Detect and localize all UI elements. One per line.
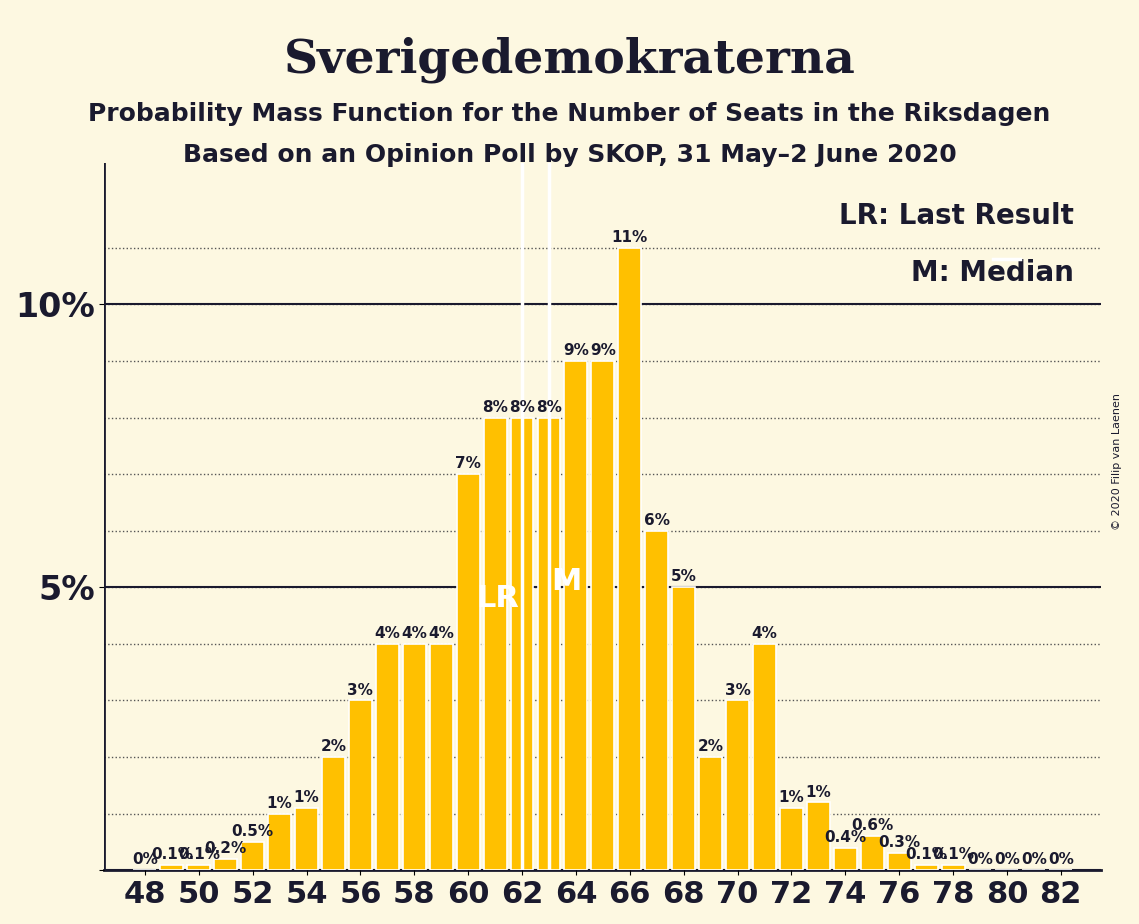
Text: 11%: 11%: [612, 230, 648, 245]
Bar: [780, 808, 803, 870]
Bar: [161, 865, 183, 870]
Bar: [887, 853, 910, 870]
Bar: [726, 700, 749, 870]
Text: 0%: 0%: [1021, 853, 1047, 868]
Bar: [591, 361, 614, 870]
Bar: [484, 418, 507, 870]
Text: M: Median: M: Median: [911, 259, 1074, 287]
Bar: [349, 700, 371, 870]
Bar: [429, 644, 452, 870]
Text: 1%: 1%: [805, 784, 831, 799]
Bar: [915, 865, 937, 870]
Text: 0.3%: 0.3%: [878, 835, 920, 850]
Text: 6%: 6%: [644, 513, 670, 528]
Bar: [672, 588, 695, 870]
Bar: [646, 530, 669, 870]
Text: 1%: 1%: [779, 790, 804, 805]
Text: 0.1%: 0.1%: [178, 846, 220, 862]
Bar: [834, 847, 857, 870]
Text: LR: Last Result: LR: Last Result: [839, 202, 1074, 230]
Text: 9%: 9%: [590, 343, 616, 359]
Text: 0%: 0%: [967, 853, 993, 868]
Text: 0.5%: 0.5%: [231, 824, 273, 839]
Bar: [942, 865, 965, 870]
Bar: [376, 644, 399, 870]
Text: 0%: 0%: [1048, 853, 1074, 868]
Text: Sverigedemokraterna: Sverigedemokraterna: [284, 37, 855, 83]
Text: 2%: 2%: [320, 739, 346, 754]
Text: 4%: 4%: [752, 626, 778, 641]
Text: 4%: 4%: [428, 626, 454, 641]
Bar: [806, 802, 830, 870]
Text: 2%: 2%: [697, 739, 723, 754]
Text: 9%: 9%: [563, 343, 589, 359]
Text: © 2020 Filip van Laenen: © 2020 Filip van Laenen: [1112, 394, 1122, 530]
Text: 1%: 1%: [294, 790, 319, 805]
Text: 5%: 5%: [671, 569, 697, 585]
Bar: [403, 644, 426, 870]
Bar: [753, 644, 776, 870]
Text: 0.1%: 0.1%: [150, 846, 192, 862]
Text: 1%: 1%: [267, 796, 293, 811]
Bar: [187, 865, 211, 870]
Text: 4%: 4%: [401, 626, 427, 641]
Text: Probability Mass Function for the Number of Seats in the Riksdagen: Probability Mass Function for the Number…: [89, 102, 1050, 126]
Bar: [861, 836, 884, 870]
Bar: [538, 418, 560, 870]
Text: M: M: [551, 567, 582, 596]
Text: Based on an Opinion Poll by SKOP, 31 May–2 June 2020: Based on an Opinion Poll by SKOP, 31 May…: [182, 143, 957, 167]
Text: 0.6%: 0.6%: [851, 819, 893, 833]
Bar: [618, 248, 641, 870]
Bar: [457, 474, 480, 870]
Text: 4%: 4%: [375, 626, 400, 641]
Text: 0.4%: 0.4%: [825, 830, 867, 845]
Bar: [241, 842, 264, 870]
Bar: [322, 757, 345, 870]
Text: 8%: 8%: [536, 400, 562, 415]
Bar: [268, 814, 292, 870]
Bar: [699, 757, 722, 870]
Text: LR: LR: [476, 584, 519, 614]
Bar: [510, 418, 533, 870]
Bar: [565, 361, 588, 870]
Text: 7%: 7%: [456, 456, 481, 471]
Text: 0.2%: 0.2%: [205, 841, 247, 857]
Text: 0%: 0%: [994, 853, 1019, 868]
Text: 0%: 0%: [132, 853, 158, 868]
Bar: [295, 808, 318, 870]
Bar: [214, 859, 237, 870]
Text: 0.1%: 0.1%: [932, 846, 974, 862]
Text: 3%: 3%: [724, 683, 751, 698]
Text: 8%: 8%: [482, 400, 508, 415]
Text: 3%: 3%: [347, 683, 374, 698]
Text: 0.1%: 0.1%: [906, 846, 948, 862]
Text: 8%: 8%: [509, 400, 535, 415]
